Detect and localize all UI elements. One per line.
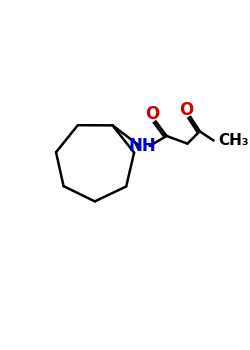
Text: NH: NH (128, 137, 156, 155)
Text: O: O (145, 105, 159, 124)
Text: O: O (180, 101, 194, 119)
Text: CH₃: CH₃ (218, 133, 249, 148)
